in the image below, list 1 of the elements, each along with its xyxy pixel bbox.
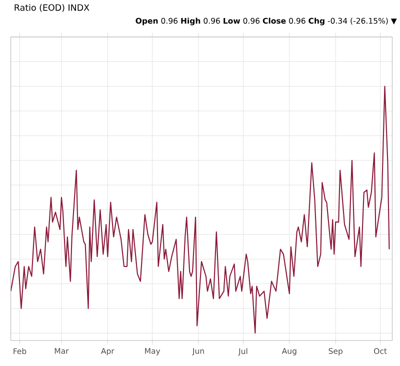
chart-title: Ratio (EOD) INDX <box>14 4 90 12</box>
